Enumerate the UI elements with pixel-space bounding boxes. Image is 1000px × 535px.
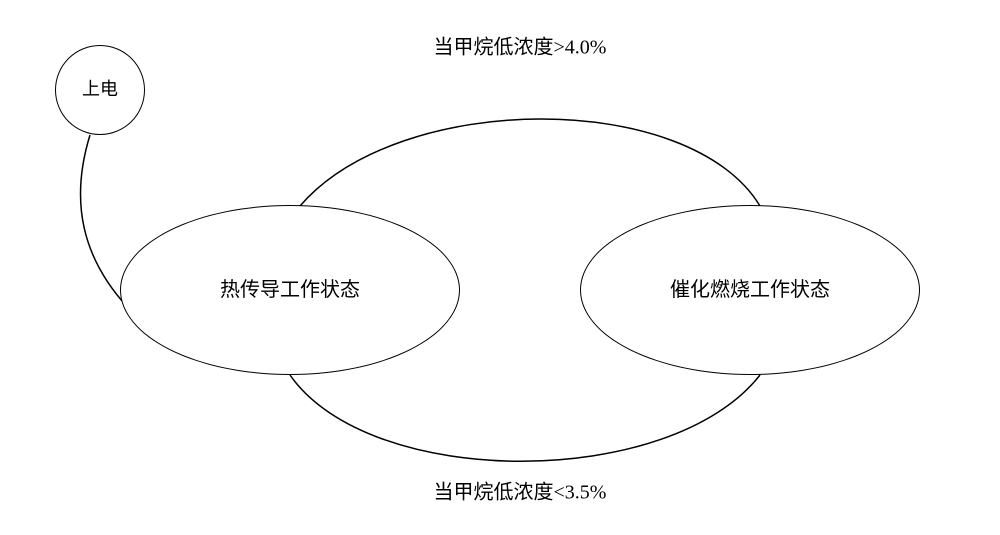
node-thermal-conduction-state: 热传导工作状态	[120, 205, 460, 375]
node-label: 热传导工作状态	[220, 278, 360, 302]
edge-label-high-concentration: 当甲烷低浓度>4.0%	[434, 31, 607, 60]
node-power-on: 上电	[55, 45, 145, 135]
node-label: 上电	[82, 79, 118, 101]
node-catalytic-combustion-state: 催化燃烧工作状态	[580, 205, 920, 375]
node-label: 催化燃烧工作状态	[670, 278, 830, 302]
edge-label-low-concentration: 当甲烷低浓度<3.5%	[434, 476, 607, 505]
diagram-stage: 上电 热传导工作状态 催化燃烧工作状态 当甲烷低浓度>4.0% 当甲烷低浓度<3…	[0, 0, 1000, 535]
